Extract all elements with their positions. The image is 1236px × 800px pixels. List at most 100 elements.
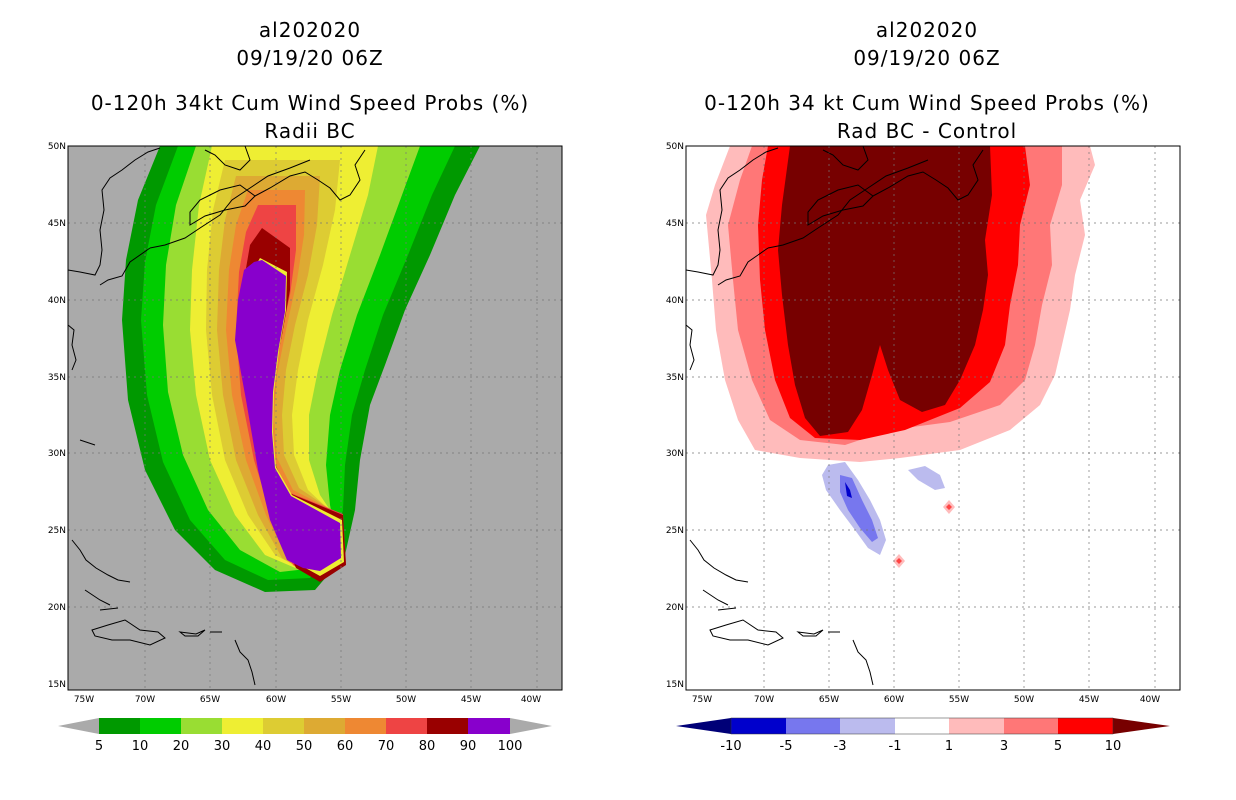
- right-colorbar-swatch-6: [1058, 718, 1113, 734]
- right-lon-70w: 70W: [754, 695, 774, 705]
- left-colorbar-swatch-3: [222, 718, 263, 734]
- right-contour-pos-spot2-core: [896, 558, 902, 564]
- left-probability-contours: [122, 146, 480, 592]
- left-colorbar-swatch-9: [468, 718, 510, 734]
- right-map: [685, 145, 1181, 691]
- left-lon-40w: 40W: [521, 695, 541, 705]
- right-lat-45n: 45N: [666, 219, 684, 229]
- right-map-frame: [685, 145, 1181, 691]
- left-gridlines: [68, 146, 562, 690]
- right-title-line2: 09/19/20 06Z: [853, 46, 1001, 70]
- left-colorbar-swatch-2: [181, 718, 222, 734]
- right-colorbar-swatch-3: [895, 718, 949, 734]
- left-colorbar-label-20: 20: [173, 739, 190, 754]
- left-lat-15n: 15N: [48, 680, 66, 690]
- right-lon-45w: 45W: [1079, 695, 1099, 705]
- right-title-line3: 0-120h 34 kt Cum Wind Speed Probs (%): [704, 91, 1150, 115]
- right-colorbar-label-3: 3: [1000, 739, 1008, 754]
- right-colorbar-swatch-5: [1004, 718, 1058, 734]
- left-colorbar-swatch-8: [427, 718, 468, 734]
- left-lon-45w: 45W: [461, 695, 481, 705]
- right-lat-labels: 50N 45N 40N 35N 30N 25N 20N 15N: [666, 142, 684, 690]
- left-map-frame: [67, 145, 563, 691]
- left-lat-labels: 50N 45N 40N 35N 30N 25N 20N 15N: [48, 142, 66, 690]
- right-lon-75w: 75W: [692, 695, 712, 705]
- right-colorbar-label-1: 1: [945, 739, 953, 754]
- left-colorbar-high-arrow: [510, 718, 552, 734]
- right-contour-neg-5a: [845, 482, 852, 498]
- left-lat-25n: 25N: [48, 526, 66, 536]
- left-colorbar-label-100: 100: [498, 739, 523, 754]
- left-lat-20n: 20N: [48, 603, 66, 613]
- left-colorbar-swatch-0: [99, 718, 140, 734]
- right-colorbar-low-arrow: [676, 718, 731, 734]
- right-lon-50w: 50W: [1014, 695, 1034, 705]
- left-lon-70w: 70W: [135, 695, 155, 705]
- left-colorbar-swatch-6: [345, 718, 386, 734]
- right-lat-25n: 25N: [666, 526, 684, 536]
- right-lat-15n: 15N: [666, 680, 684, 690]
- left-lon-50w: 50W: [396, 695, 416, 705]
- left-colorbar: 5 10 20 30 40 50 60 70 80 90 100: [58, 718, 552, 754]
- left-colorbar-label-80: 80: [419, 739, 436, 754]
- right-lat-30n: 30N: [666, 449, 684, 459]
- right-colorbar-label-5: 5: [1054, 739, 1062, 754]
- right-lat-20n: 20N: [666, 603, 684, 613]
- left-colorbar-swatch-7: [386, 718, 427, 734]
- right-lat-50n: 50N: [666, 142, 684, 152]
- left-colorbar-label-5: 5: [95, 739, 103, 754]
- left-colorbar-label-10: 10: [132, 739, 149, 754]
- left-colorbar-label-40: 40: [255, 739, 272, 754]
- left-colorbar-label-60: 60: [337, 739, 354, 754]
- right-lon-65w: 65W: [819, 695, 839, 705]
- left-lat-30n: 30N: [48, 449, 66, 459]
- right-contour-pos-spot1-core: [946, 504, 952, 510]
- left-contour-100: [235, 260, 341, 571]
- left-lat-50n: 50N: [48, 142, 66, 152]
- left-title-line2: 09/19/20 06Z: [236, 46, 384, 70]
- left-colorbar-label-90: 90: [460, 739, 477, 754]
- left-colorbar-label-70: 70: [378, 739, 395, 754]
- right-colorbar: -10 -5 -3 -1 1 3 5 10: [676, 717, 1170, 754]
- right-colorbar-swatch-0: [731, 718, 786, 734]
- right-contour-neg-1b: [908, 466, 945, 490]
- left-colorbar-swatch-4: [263, 718, 304, 734]
- right-colorbar-label-neg1: -1: [889, 739, 902, 754]
- left-lon-labels: 75W 70W 65W 60W 55W 50W 45W 40W: [74, 695, 541, 705]
- left-lon-55w: 55W: [331, 695, 351, 705]
- left-colorbar-swatch-1: [140, 718, 181, 734]
- right-colorbar-label-neg5: -5: [780, 739, 793, 754]
- right-colorbar-swatch-1: [786, 718, 840, 734]
- right-lon-40w: 40W: [1140, 695, 1160, 705]
- right-contour-pos-10: [778, 146, 992, 436]
- right-colorbar-swatch-2: [840, 718, 895, 734]
- right-title-line4: Rad BC - Control: [836, 119, 1018, 143]
- right-difference-contours: [706, 146, 1095, 568]
- right-colorbar-label-neg3: -3: [834, 739, 847, 754]
- left-lon-60w: 60W: [266, 695, 286, 705]
- left-lon-65w: 65W: [200, 695, 220, 705]
- right-lat-35n: 35N: [666, 373, 684, 383]
- left-map: [67, 145, 563, 691]
- right-colorbar-label-10: 10: [1105, 739, 1122, 754]
- right-colorbar-high-arrow: [1113, 718, 1170, 734]
- left-title-line4: Radii BC: [264, 119, 356, 143]
- right-title-line1: al202020: [875, 18, 979, 42]
- left-lat-35n: 35N: [48, 373, 66, 383]
- left-title-line1: al202020: [258, 18, 362, 42]
- left-colorbar-low-arrow: [58, 718, 99, 734]
- right-colorbar-label-neg10: -10: [720, 739, 741, 754]
- right-gridlines: [686, 146, 1180, 690]
- left-title-line3: 0-120h 34kt Cum Wind Speed Probs (%): [90, 91, 530, 115]
- left-colorbar-swatch-5: [304, 718, 345, 734]
- left-colorbar-label-50: 50: [296, 739, 313, 754]
- right-coastlines: [686, 146, 984, 686]
- right-lon-55w: 55W: [949, 695, 969, 705]
- left-lon-75w: 75W: [74, 695, 94, 705]
- left-coastlines: [68, 146, 366, 686]
- right-lat-40n: 40N: [666, 296, 684, 306]
- right-colorbar-outline: [730, 717, 1114, 735]
- right-lon-60w: 60W: [884, 695, 904, 705]
- right-lon-labels: 75W 70W 65W 60W 55W 50W 45W 40W: [692, 695, 1160, 705]
